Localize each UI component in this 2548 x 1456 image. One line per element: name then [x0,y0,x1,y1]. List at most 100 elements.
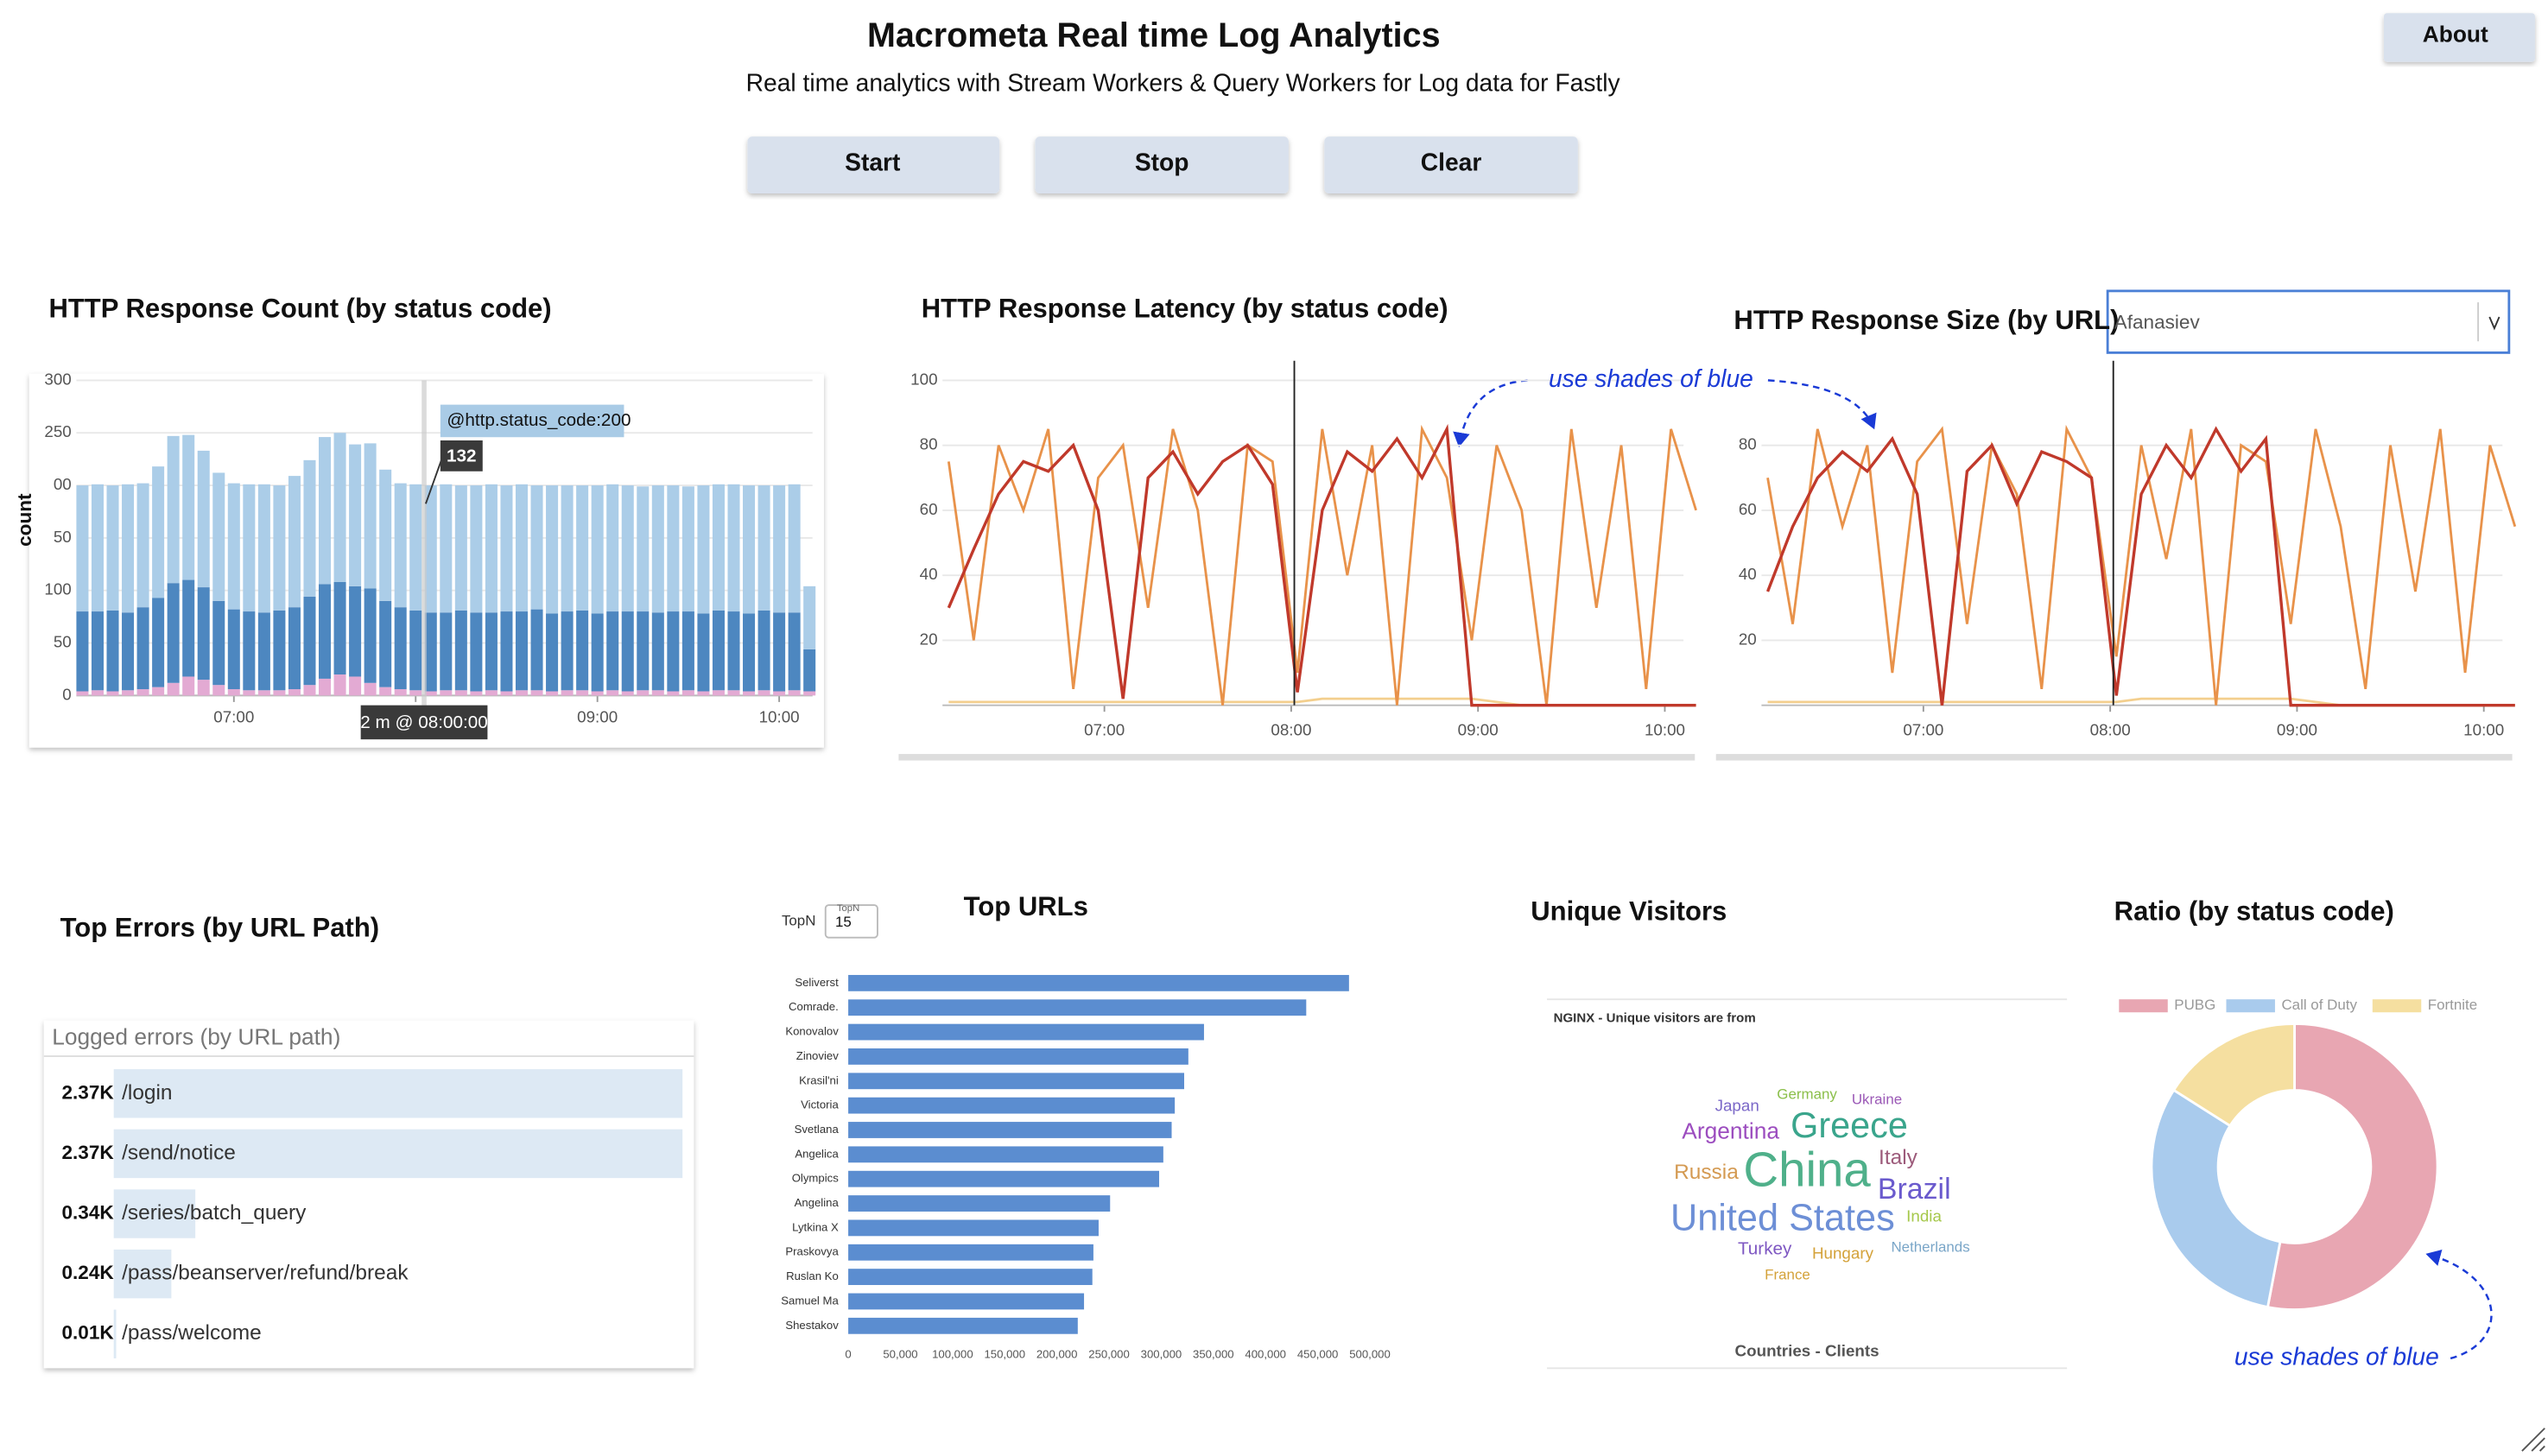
bar-segment [197,450,210,588]
tooltip-value-box [440,440,483,472]
about-button[interactable]: About [2383,13,2535,62]
cloud-word: Ukraine [1852,1091,1902,1107]
bar-segment [424,485,437,613]
button-label[interactable]: Stop [1135,149,1189,176]
bar-segment [227,483,240,610]
y-tick-label: 50 [54,528,72,546]
bar-segment [424,691,437,696]
bar-segment [546,691,559,696]
panel-title: HTTP Response Count (by status code) [48,294,551,324]
button-bg[interactable] [2383,13,2535,62]
category-label: Shestakov [785,1319,839,1332]
dropdown[interactable] [2106,289,2511,354]
topn-input[interactable] [824,904,878,939]
bar-segment [515,611,529,691]
clear-button[interactable]: Clear [1324,136,1578,194]
x-tick-label: 10:00 [759,708,800,726]
series-line [1766,424,2517,706]
x-tick-label: 07:00 [1084,721,1125,739]
panel-bottom [1715,754,2513,761]
bar-segment [349,676,362,696]
legend-label[interactable]: Fortnite [2428,997,2477,1013]
bar [848,1293,1085,1310]
bar-segment [697,485,710,614]
legend-label[interactable]: Call of Duty [2281,997,2357,1013]
bar-segment [485,484,498,613]
bar [113,1129,683,1179]
start-button[interactable]: Start [747,136,1000,194]
category-label: Seliverst [795,976,839,989]
x-tick-label: 07:00 [1903,721,1943,739]
bar-segment [136,689,149,696]
y-tick-label: 00 [54,475,72,493]
bar-segment [91,484,104,612]
bar-segment [273,485,286,611]
bar-segment [697,691,710,696]
bar-segment [773,691,786,696]
y-tick-label: 100 [910,370,937,388]
bar-segment [364,588,377,683]
x-tick-label: 300,000 [1141,1348,1182,1361]
bar-segment [530,690,543,696]
panel-title: HTTP Response Size (by URL) [1734,305,2119,335]
value-label: 0.34K [61,1202,114,1224]
table-header: Logged errors (by URL path) [52,1023,340,1049]
stop-button[interactable]: Stop [1035,136,1289,194]
bar-segment [743,485,756,614]
bar-segment [773,612,786,692]
bar [848,1073,1185,1090]
bar-segment [500,611,513,692]
button-bg[interactable] [747,136,1000,194]
dropdown-caret[interactable] [2488,316,2500,331]
bar-segment [621,611,634,692]
button-bg[interactable] [1035,136,1289,194]
y-tick-label: 250 [44,422,71,440]
pie-slice [2266,1022,2439,1311]
button-bg[interactable] [1324,136,1578,194]
bar-segment [697,613,710,692]
y-tick-label: 0 [62,685,71,703]
bar-segment [561,485,574,612]
x-tick-label: 400,000 [1245,1348,1286,1361]
dropdown-box[interactable] [2106,289,2511,354]
cloud-word: Hungary [1812,1244,1874,1263]
pie-slice [2171,1022,2296,1128]
x-tick-label: 150,000 [984,1348,1025,1361]
bar-segment [333,581,346,675]
y-axis-label: count [14,493,35,547]
cloud-word: Turkey [1738,1238,1792,1258]
bar-segment [333,674,346,696]
bar-segment [576,610,589,691]
url-path: /send/notice [122,1141,236,1164]
cloud-word: Argentina [1682,1117,1779,1143]
x-tick-label: 500,000 [1349,1348,1391,1361]
button-label[interactable]: Clear [1421,149,1482,176]
bar [113,1069,683,1118]
topn-input-value[interactable]: 15 [835,914,852,930]
series-line [1765,426,2515,707]
bar [848,1195,1111,1212]
bar-segment [333,433,346,582]
button-label[interactable]: Start [845,149,901,176]
bar-segment [591,485,604,614]
y-tick-label: 20 [1739,630,1757,648]
annotation-arrow [2425,1249,2493,1360]
legend-label[interactable]: PUBG [2174,997,2215,1013]
category-label: Krasil'ni [799,1073,839,1086]
legend-swatch [2119,999,2168,1013]
bar [113,1189,196,1238]
bar-segment [394,689,407,696]
bar-segment [637,486,650,612]
input-box[interactable] [824,904,878,939]
bar-segment [637,690,650,696]
bar-segment [681,611,694,691]
bar [113,1249,172,1299]
bar-segment [470,691,483,696]
bar-segment [500,485,513,612]
tooltip-time-box [360,705,488,740]
dropdown-value[interactable]: Afanasiev [2114,312,2201,333]
cloud-word: United States [1670,1197,1895,1238]
button-label[interactable]: About [2423,21,2488,47]
x-tick-label: 250,000 [1088,1348,1130,1361]
